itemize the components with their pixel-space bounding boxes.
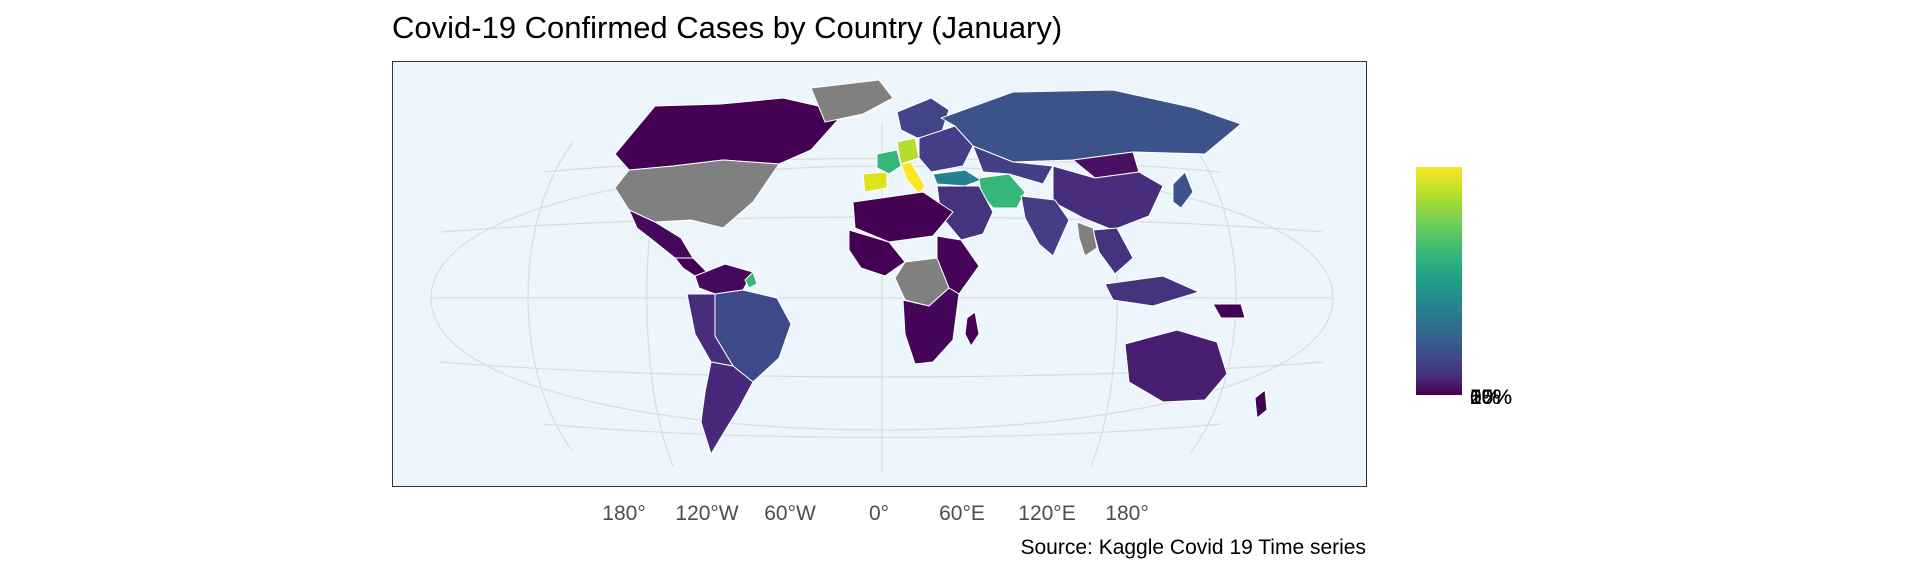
legend-label: 0%: [1470, 386, 1501, 409]
country-china: [1052, 165, 1164, 231]
country-france: [876, 149, 902, 175]
country-west-central-africa: [848, 229, 906, 277]
country-kazakhstan-central-asia: [972, 145, 1054, 185]
country-greenland: [810, 79, 894, 123]
country-spain-portugal: [862, 171, 888, 193]
country-turkey: [932, 169, 982, 187]
x-tick-label: 180°: [602, 502, 646, 525]
country-argentina-chile: [700, 361, 754, 455]
country-russia: [940, 89, 1242, 163]
country-germany: [896, 137, 920, 165]
map-panel: [392, 61, 1367, 487]
country-australia: [1124, 329, 1228, 403]
country-southeast-asia: [1092, 227, 1134, 275]
country-papua-new-guinea: [1212, 303, 1246, 319]
country-north-africa: [852, 191, 954, 243]
country-india: [1020, 195, 1070, 257]
legend-label: 5%: [1470, 386, 1501, 409]
graticule-line: [1190, 141, 1237, 453]
x-tick-label: 120°E: [1018, 502, 1076, 525]
legend-tick: [1416, 392, 1462, 394]
country-united-states: [614, 159, 780, 229]
country-new-zealand: [1254, 389, 1268, 419]
country-myanmar: [1076, 221, 1098, 257]
country-southern-africa: [902, 287, 960, 365]
countries: [614, 79, 1268, 455]
graticule-line: [527, 141, 574, 453]
source-caption: Source: Kaggle Covid 19 Time series: [1020, 536, 1366, 559]
country-italy: [900, 161, 926, 195]
graticule-line: [542, 423, 1222, 439]
country-madagascar: [964, 311, 980, 347]
legend-colorbar: [1416, 167, 1462, 395]
legend-label: 20%: [1470, 386, 1513, 409]
x-tick-label: 60°W: [764, 502, 816, 525]
x-tick-label: 180°: [1105, 502, 1149, 525]
country-japan: [1172, 171, 1194, 209]
legend-label: 10%: [1470, 386, 1513, 409]
x-tick-label: 0°: [868, 502, 890, 525]
country-guyana-region: [744, 271, 758, 289]
world-map: [430, 79, 1334, 472]
country-indonesia-philippines: [1104, 275, 1200, 307]
x-tick-label: 120°W: [675, 502, 739, 525]
legend-label: 15%: [1470, 386, 1513, 409]
map-title: Covid-19 Confirmed Cases by Country (Jan…: [392, 10, 1063, 45]
x-tick-label: 60°E: [939, 502, 985, 525]
